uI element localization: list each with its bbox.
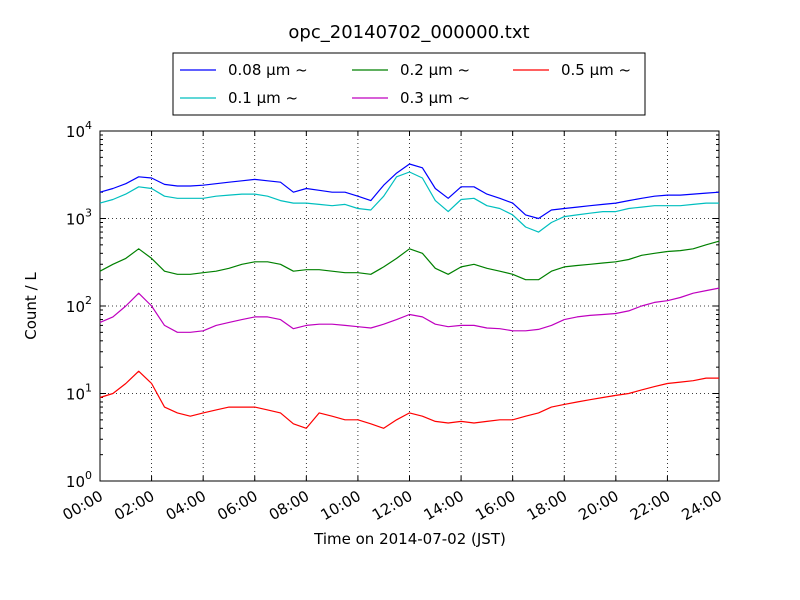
y-tick-label: 102 [66, 294, 92, 316]
series-lines [99, 163, 720, 429]
tick-marks [99, 130, 720, 482]
plot-area [99, 130, 720, 482]
y-tick-label: 104 [66, 119, 92, 141]
legend-items: 0.08 μm ~ 0.1 μm ~ 0.2 μm ~ 0.3 μm ~ 0.5 μm … [180, 61, 631, 107]
series-line-0 [99, 163, 720, 220]
legend-label: 0.1 μm ~ [228, 89, 298, 107]
x-tick-label: 22:00 [627, 487, 673, 524]
chart-title: opc_20140702_000000.txt [288, 22, 529, 43]
series-line-4 [99, 370, 719, 429]
y-tick-label: 100 [66, 469, 92, 491]
x-tick-label: 16:00 [472, 487, 518, 524]
legend-frame [172, 52, 646, 116]
y-tick-labels: 100 101 102 103 104 [66, 119, 92, 491]
x-tick-label: 24:00 [679, 487, 725, 524]
y-tick-label: 101 [66, 382, 92, 404]
x-tick-label: 00:00 [60, 487, 106, 524]
x-tick-label: 04:00 [163, 487, 209, 524]
legend-label: 0.2 μm ~ [400, 61, 470, 79]
x-tick-label: 08:00 [266, 487, 312, 524]
series-line-1 [99, 171, 719, 233]
series-line-3 [99, 287, 720, 333]
legend: 0.08 μm ~ 0.1 μm ~ 0.2 μm ~ 0.3 μm ~ 0.5 μm … [172, 52, 646, 116]
y-axis-label: Count / L [22, 272, 40, 340]
plot-frame [99, 130, 720, 482]
x-tick-label: 06:00 [214, 487, 260, 524]
legend-label: 0.08 μm ~ [228, 61, 308, 79]
x-tick-label: 10:00 [317, 487, 363, 524]
x-tick-label: 02:00 [111, 487, 157, 524]
x-tick-label: 14:00 [421, 487, 467, 524]
x-tick-label: 18:00 [524, 487, 570, 524]
legend-label: 0.3 μm ~ [400, 89, 470, 107]
x-tick-label: 20:00 [575, 487, 621, 524]
x-tick-labels: 00:00 02:00 04:00 06:00 08:00 10:00 12:00 14:00… [60, 487, 725, 524]
y-tick-label: 103 [66, 207, 92, 229]
x-tick-label: 12:00 [369, 487, 415, 524]
x-axis-label: Time on 2014-07-02 (JST) [313, 530, 506, 548]
legend-label: 0.5 μm ~ [561, 61, 631, 79]
series-line-2 [99, 240, 720, 281]
